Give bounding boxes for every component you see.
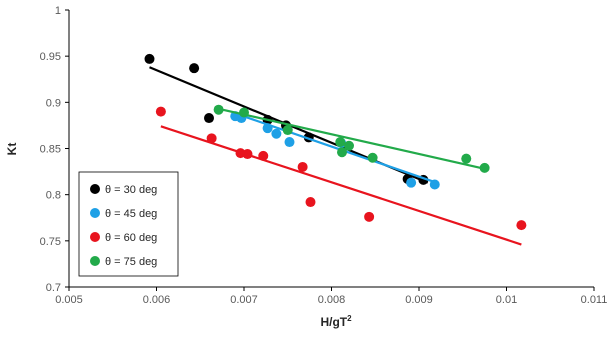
trendline bbox=[218, 107, 485, 170]
x-axis-title-main: H/gT bbox=[320, 315, 347, 329]
x-tick-label: 0.009 bbox=[405, 294, 433, 306]
y-tick-label: 0.95 bbox=[40, 51, 61, 63]
data-point bbox=[282, 125, 293, 136]
legend-marker bbox=[90, 208, 100, 218]
axes: 0.005 0.006 0.007 0.008 0.009 0.01 0.011 0.7 0.7… bbox=[40, 5, 608, 306]
legend-label: θ = 60 deg bbox=[105, 232, 157, 244]
series-3 bbox=[155, 106, 527, 246]
data-point bbox=[335, 137, 346, 148]
legend-label: θ = 30 deg bbox=[105, 184, 157, 196]
y-tick-label: 0.7 bbox=[46, 282, 61, 294]
y-tick-label: 0.85 bbox=[40, 144, 61, 156]
data-point bbox=[406, 177, 417, 188]
x-tick-label: 0.005 bbox=[55, 294, 83, 306]
data-point bbox=[364, 211, 375, 222]
data-point bbox=[367, 152, 378, 163]
x-axis-title: H/gT2 bbox=[320, 314, 352, 329]
legend: θ = 30 deg θ = 45 deg θ = 60 deg θ = 75 deg bbox=[78, 171, 179, 277]
trendline bbox=[234, 112, 437, 184]
series-4 bbox=[213, 104, 490, 173]
legend-label: θ = 45 deg bbox=[105, 208, 157, 220]
y-axis-title: Kt bbox=[5, 143, 19, 156]
data-point bbox=[204, 113, 214, 124]
legend-marker bbox=[90, 256, 100, 266]
data-point bbox=[155, 106, 166, 117]
data-point bbox=[297, 161, 308, 172]
data-point bbox=[144, 53, 155, 64]
y-tick-label: 0.8 bbox=[46, 190, 61, 202]
x-axis-title-superscript: 2 bbox=[347, 314, 352, 323]
data-point bbox=[271, 128, 282, 139]
data-point bbox=[344, 140, 354, 151]
trendline bbox=[160, 125, 522, 246]
x-tick-label: 0.006 bbox=[143, 294, 171, 306]
x-tick-label: 0.01 bbox=[496, 294, 517, 306]
data-point bbox=[206, 133, 217, 144]
x-tick-label: 0.011 bbox=[581, 294, 608, 306]
data-point bbox=[284, 137, 295, 148]
data-point bbox=[516, 220, 527, 231]
y-tick-label: 0.75 bbox=[40, 236, 61, 248]
series-layer bbox=[144, 53, 527, 246]
data-point bbox=[337, 147, 347, 158]
legend-label: θ = 75 deg bbox=[105, 256, 157, 268]
y-tick-label: 1 bbox=[55, 5, 61, 17]
data-point bbox=[305, 197, 316, 208]
x-tick-label: 0.007 bbox=[230, 294, 258, 306]
y-tick-label: 0.9 bbox=[46, 97, 61, 109]
data-point bbox=[189, 63, 200, 74]
legend-marker bbox=[90, 232, 100, 242]
x-tick-label: 0.008 bbox=[318, 294, 346, 306]
data-point bbox=[461, 153, 472, 164]
legend-marker bbox=[90, 184, 100, 194]
